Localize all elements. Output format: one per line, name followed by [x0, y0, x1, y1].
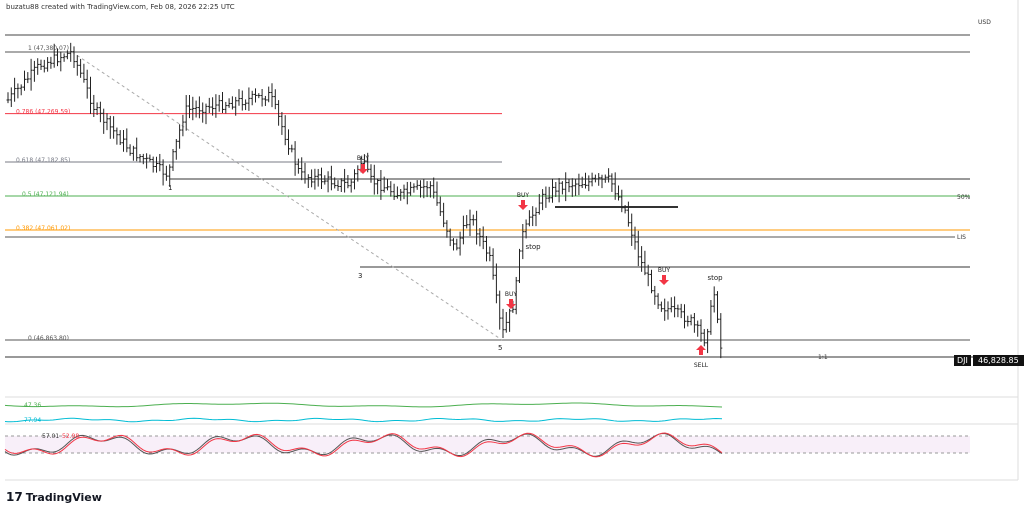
sell-label: SELL: [694, 362, 709, 369]
fib-level-label: 0.786 (47,269.59): [16, 109, 70, 116]
buy-arrow-icon: [358, 164, 368, 174]
brand-name: TradingView: [25, 490, 102, 504]
stoch-k-value: 57.01: [42, 433, 59, 440]
buy-label: BUY: [517, 192, 530, 199]
buy-label: BUY: [357, 155, 370, 162]
wave-label: 3: [358, 272, 362, 280]
fib-level-label: 0 (46,863.80): [28, 335, 69, 342]
stoch-k-line: [4, 432, 723, 457]
fib-trend-line: [71, 51, 503, 341]
fib-level-label: 1 (47,380.07): [28, 45, 69, 52]
buy-label: BUY: [505, 291, 518, 298]
indicator-1-value: 47.36: [24, 402, 41, 409]
wave-label: 1: [168, 184, 172, 192]
buy-arrow-icon: [506, 299, 516, 309]
stoch-d-line: [4, 432, 723, 458]
fib-level-label: 0.5 (47,121.94): [22, 191, 69, 198]
stoch-d-value: 52.98: [62, 433, 79, 440]
last-price-tag: 46,828.85: [973, 355, 1024, 366]
stop-label: stop: [707, 274, 723, 282]
indicator-2-value: 77.94: [24, 417, 41, 424]
wave-label: 5: [498, 344, 502, 352]
fib-level-label: 0.618 (47,182.85): [16, 157, 70, 164]
stop-label: stop: [525, 243, 541, 251]
one-to-one-label: 1:1: [818, 354, 828, 361]
buy-arrow-icon: [518, 200, 528, 210]
buy-label: BUY: [658, 267, 671, 274]
fifty-label: 50%: [957, 194, 971, 201]
currency-label: USD: [978, 19, 991, 26]
buy-arrow-icon: [659, 275, 669, 285]
symbol-tag: DJI: [954, 355, 971, 366]
stoch-band: [5, 436, 970, 453]
fib-level-label: 0.382 (47,061.02): [16, 225, 70, 232]
indicator-2-line: [4, 417, 723, 423]
price-chart[interactable]: 1:1 1 (47,380.07) 0.786 (47,269.59) 0.618 (…: [0, 0, 1024, 490]
indicator-1-line: [4, 402, 723, 408]
chart-credit: buzatu88 created with TradingView.com, F…: [6, 3, 235, 11]
lis-label: LIS: [957, 234, 966, 241]
tradingview-logo-icon: 𝟭𝟳: [6, 490, 23, 504]
sell-arrow-icon: [696, 345, 706, 355]
tradingview-logo: 𝟭𝟳 TradingView: [6, 490, 102, 504]
